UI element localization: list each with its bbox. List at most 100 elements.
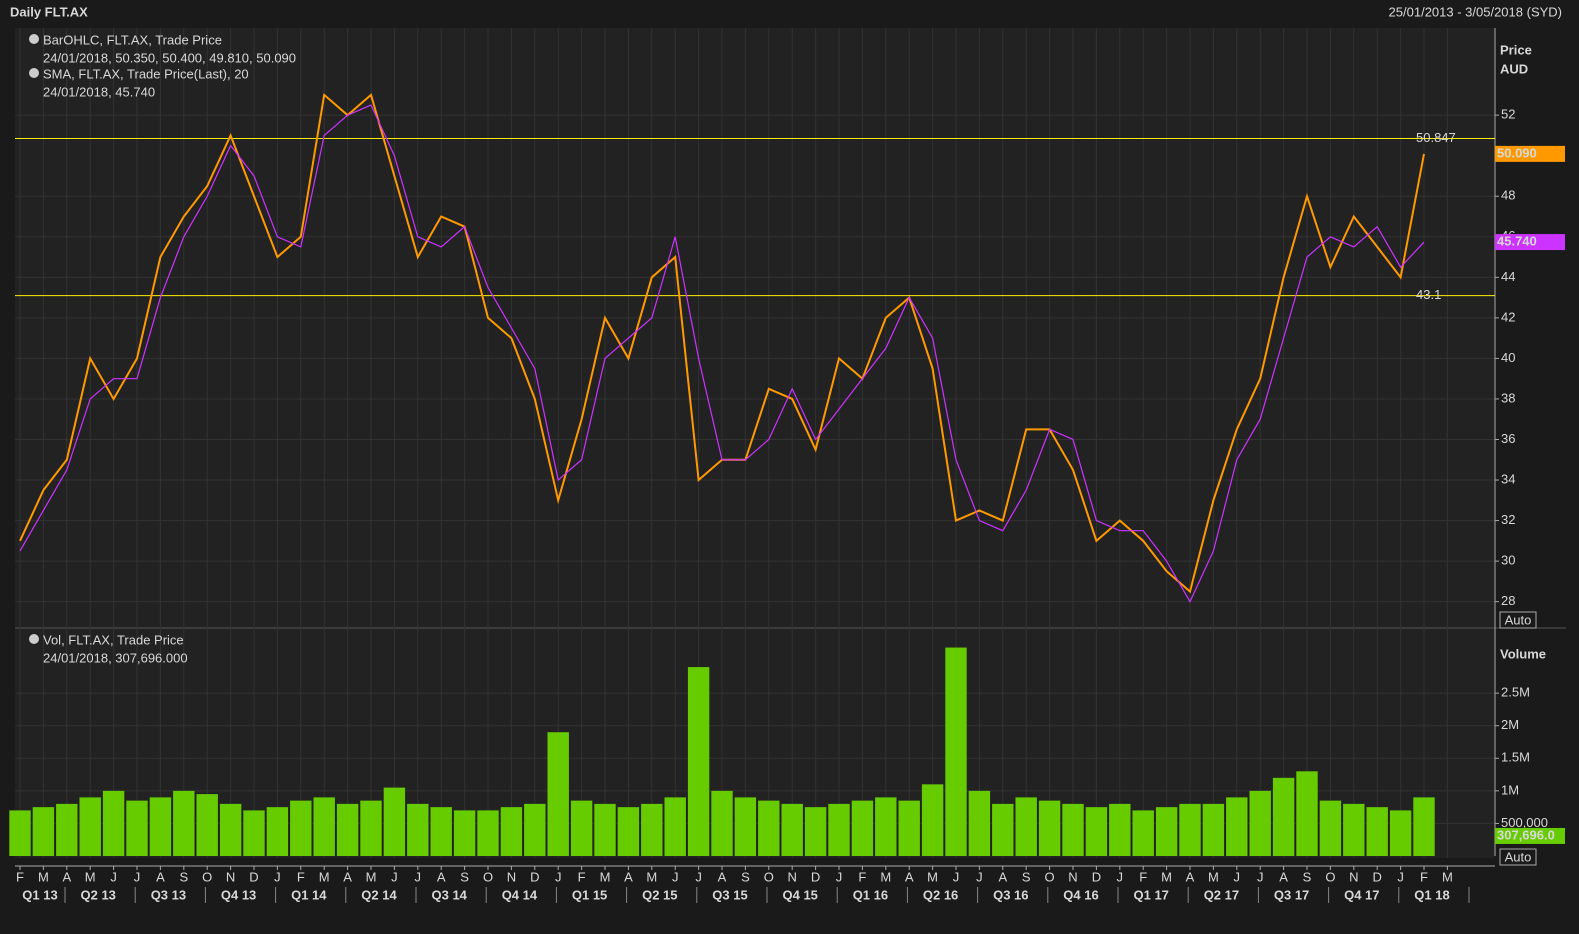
bar bbox=[1226, 797, 1248, 856]
x-tick-label: F bbox=[858, 869, 866, 884]
x-tick-label: J bbox=[672, 869, 679, 884]
bar bbox=[968, 790, 991, 856]
bar bbox=[1413, 797, 1435, 856]
quarter-label: Q3 15 bbox=[712, 887, 747, 902]
last-value-label: 45.740 bbox=[1497, 233, 1537, 248]
x-tick-label: A bbox=[718, 869, 727, 884]
auto-button[interactable] bbox=[1499, 611, 1537, 629]
y-tick-label: 30 bbox=[1501, 553, 1515, 568]
bar bbox=[219, 803, 242, 856]
quarter-label: Q4 16 bbox=[1063, 887, 1098, 902]
auto-label[interactable]: Auto bbox=[1505, 612, 1532, 627]
bar bbox=[32, 807, 55, 856]
y-tick-label: 28 bbox=[1501, 593, 1515, 608]
y-tick-label: 38 bbox=[1501, 390, 1515, 405]
x-tick-label: M bbox=[927, 869, 938, 884]
bar bbox=[1038, 800, 1061, 856]
quarter-label: Q4 17 bbox=[1344, 887, 1379, 902]
bar bbox=[758, 800, 780, 856]
bar bbox=[1015, 797, 1037, 856]
auto-button[interactable] bbox=[1499, 848, 1537, 866]
quarter-label: Q2 15 bbox=[642, 887, 677, 902]
quarter-label: Q2 14 bbox=[361, 887, 397, 902]
x-tick-label: M bbox=[1442, 869, 1453, 884]
bar bbox=[1366, 807, 1388, 856]
bar bbox=[547, 732, 569, 856]
x-tick-label: N bbox=[788, 869, 797, 884]
bar bbox=[875, 797, 897, 856]
x-tick-label: N bbox=[226, 869, 235, 884]
bar bbox=[1132, 810, 1154, 856]
x-tick-label: N bbox=[1349, 869, 1358, 884]
x-tick-label: S bbox=[1303, 869, 1312, 884]
y-axis-unit: AUD bbox=[1500, 61, 1528, 76]
legend-icon bbox=[29, 34, 39, 44]
x-tick-label: O bbox=[1325, 869, 1335, 884]
bar bbox=[1272, 777, 1295, 856]
legend-text: Vol, FLT.AX, Trade Price bbox=[43, 632, 184, 647]
y-tick-label: 32 bbox=[1501, 512, 1515, 527]
x-tick-label: M bbox=[1208, 869, 1219, 884]
x-tick-label: J bbox=[1234, 869, 1241, 884]
legend-detail: 24/01/2018, 307,696.000 bbox=[43, 650, 188, 665]
bar bbox=[500, 807, 523, 856]
bar bbox=[734, 797, 757, 856]
bar bbox=[196, 794, 218, 856]
x-tick-label: J bbox=[1257, 869, 1264, 884]
quarter-label: Q1 14 bbox=[291, 887, 327, 902]
x-tick-label: S bbox=[179, 869, 188, 884]
bar bbox=[898, 800, 920, 856]
legend-detail: 24/01/2018, 50.350, 50.400, 49.810, 50.0… bbox=[43, 50, 296, 65]
x-tick-label: J bbox=[1397, 869, 1404, 884]
bar bbox=[313, 797, 335, 856]
bar bbox=[570, 800, 593, 856]
x-tick-label: D bbox=[1373, 869, 1382, 884]
bar bbox=[290, 800, 312, 856]
bar bbox=[711, 790, 733, 856]
quarter-label: Q4 15 bbox=[782, 887, 817, 902]
legend-icon bbox=[29, 634, 39, 644]
x-tick-label: F bbox=[297, 869, 305, 884]
bar bbox=[1343, 803, 1365, 856]
x-tick-label: J bbox=[836, 869, 843, 884]
bar bbox=[781, 803, 803, 856]
x-tick-label: A bbox=[624, 869, 633, 884]
bar bbox=[407, 803, 429, 856]
y-axis-label: Price bbox=[1500, 42, 1532, 57]
bar bbox=[243, 810, 265, 856]
x-tick-label: A bbox=[156, 869, 165, 884]
quarter-label: Q3 14 bbox=[431, 887, 467, 902]
auto-label[interactable]: Auto bbox=[1505, 849, 1532, 864]
bar bbox=[383, 787, 406, 856]
horizontal-line-label: 43.1 bbox=[1416, 287, 1441, 302]
quarter-label: Q4 13 bbox=[221, 887, 256, 902]
horizontal-line-label: 50.847 bbox=[1416, 130, 1456, 145]
bar bbox=[851, 800, 874, 856]
y-tick-label: 52 bbox=[1501, 107, 1515, 122]
x-tick-label: F bbox=[1139, 869, 1147, 884]
bar bbox=[1085, 807, 1108, 856]
legend-detail: 24/01/2018, 45.740 bbox=[43, 84, 155, 99]
bar bbox=[1249, 790, 1271, 856]
last-value-label: 50.090 bbox=[1497, 145, 1537, 160]
bar bbox=[453, 810, 476, 856]
x-tick-label: J bbox=[976, 869, 983, 884]
x-tick-label: M bbox=[85, 869, 96, 884]
x-tick-label: M bbox=[600, 869, 611, 884]
y-tick-label: 36 bbox=[1501, 431, 1515, 446]
x-tick-label: J bbox=[555, 869, 562, 884]
x-tick-label: M bbox=[366, 869, 377, 884]
quarter-label: Q4 14 bbox=[502, 887, 538, 902]
x-tick-label: F bbox=[16, 869, 24, 884]
bar bbox=[524, 803, 546, 856]
last-value-box bbox=[1495, 234, 1565, 251]
last-value-box bbox=[1495, 145, 1565, 162]
quarter-label: Q1 13 bbox=[22, 887, 57, 902]
x-tick-label: M bbox=[646, 869, 657, 884]
x-tick-label: J bbox=[110, 869, 117, 884]
quarter-label: Q3 13 bbox=[151, 887, 186, 902]
x-tick-label: J bbox=[1117, 869, 1124, 884]
bar bbox=[360, 800, 382, 856]
x-tick-label: J bbox=[695, 869, 702, 884]
quarter-label: Q2 16 bbox=[923, 887, 958, 902]
